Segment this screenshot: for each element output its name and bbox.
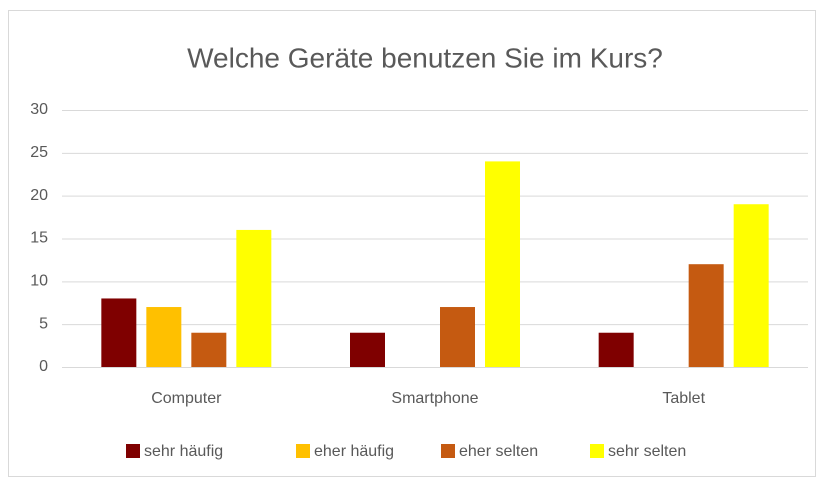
- bar: [146, 307, 182, 367]
- legend-label: sehr häufig: [144, 443, 223, 460]
- bar: [236, 229, 272, 367]
- bar: [688, 264, 724, 367]
- legend-label: sehr selten: [608, 443, 686, 460]
- chart-border: [8, 10, 816, 477]
- legend-label: eher selten: [459, 443, 538, 460]
- bar: [485, 161, 520, 367]
- legend-swatch: [126, 444, 140, 458]
- legend-swatch: [296, 444, 310, 458]
- y-tick-label: 10: [30, 273, 48, 290]
- x-tick-label: Computer: [151, 390, 222, 407]
- y-tick-label: 5: [39, 315, 48, 332]
- legend-swatch: [590, 444, 604, 458]
- bar: [101, 298, 137, 367]
- bar: [350, 332, 385, 367]
- y-tick-label: 30: [30, 101, 48, 118]
- x-tick-label: Smartphone: [391, 390, 478, 407]
- bar: [440, 307, 475, 367]
- bar: [191, 332, 227, 367]
- x-tick-label: Tablet: [662, 390, 705, 407]
- y-tick-label: 15: [30, 230, 48, 247]
- legend-swatch: [441, 444, 455, 458]
- chart-title: Welche Geräte benutzen Sie im Kurs?: [187, 42, 663, 73]
- legend-label: eher häufig: [314, 443, 394, 460]
- bar: [598, 332, 634, 367]
- y-tick-label: 25: [30, 144, 48, 161]
- y-tick-label: 20: [30, 187, 48, 204]
- y-tick-label: 0: [39, 358, 48, 375]
- bar: [733, 204, 769, 367]
